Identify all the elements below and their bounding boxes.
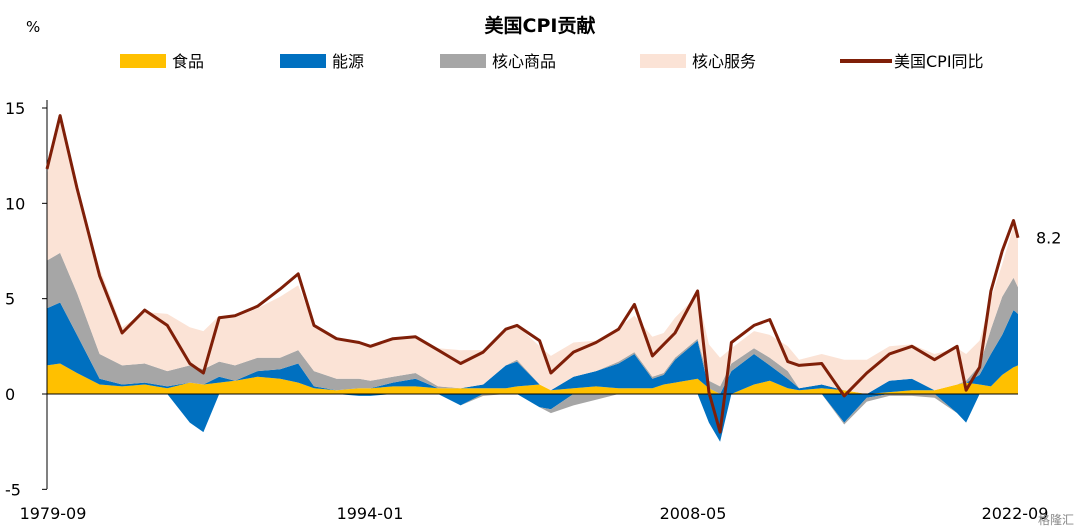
area-food-positive: [47, 363, 1018, 394]
cpi-yoy-line: [45, 114, 1020, 434]
area-core-services-positive: [47, 119, 1018, 395]
y-tick-label: 15: [5, 99, 25, 118]
area-energy-positive: [47, 302, 1018, 394]
labels: 8.2 格隆汇: [1036, 229, 1074, 527]
y-tick-label: 0: [5, 385, 15, 404]
legend-swatch-energy: [280, 54, 326, 68]
legend-swatch-food: [120, 54, 166, 68]
axes: 15 10 5 0 -5 1979-09 1994-01 2008-05 2022-09: [5, 99, 1048, 523]
y-tick-label: 10: [5, 194, 25, 213]
x-tick-label: 2022-09: [982, 504, 1049, 523]
area-energy-negative: [47, 394, 1018, 442]
x-tick-label: 2008-05: [660, 504, 727, 523]
watermark-logo: 格隆汇: [1038, 512, 1074, 527]
legend-swatch-core-goods: [440, 54, 486, 68]
x-tick-label: 1994-01: [337, 504, 404, 523]
cpi-end-value-label: 8.2: [1036, 229, 1061, 248]
y-axis-unit: %: [26, 18, 40, 36]
legend-label-core-services: 核心服务: [692, 52, 756, 71]
x-tick-label: 1979-09: [20, 504, 87, 523]
legend-label-cpi-yoy: 美国CPI同比: [894, 52, 984, 71]
legend-label-core-goods: 核心商品: [492, 52, 556, 71]
legend: 食品 能源 核心商品 核心服务 美国CPI同比: [120, 52, 984, 71]
cpi-line-layer: [45, 114, 1020, 434]
chart-title: 美国CPI贡献: [485, 14, 596, 37]
legend-label-food: 食品: [172, 52, 204, 71]
area-core-goods-positive: [47, 252, 1018, 394]
legend-swatch-core-services: [640, 54, 686, 68]
legend-label-energy: 能源: [332, 52, 364, 71]
y-tick-label: 5: [5, 290, 15, 309]
y-tick-label: -5: [5, 480, 21, 499]
stacked-areas: [47, 119, 1018, 442]
